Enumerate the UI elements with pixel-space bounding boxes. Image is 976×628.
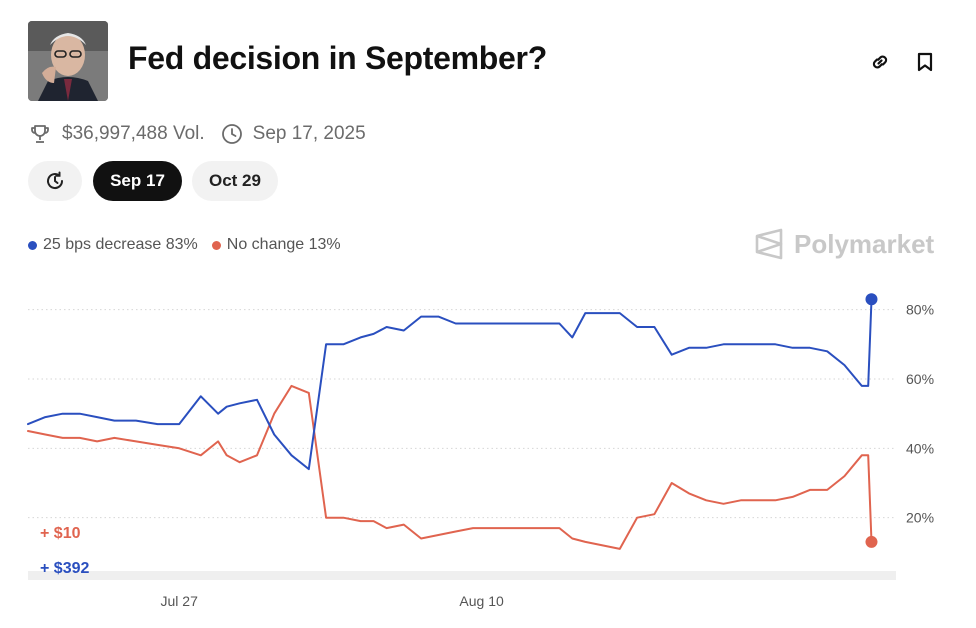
tab-oct-29[interactable]: Oct 29: [192, 161, 278, 201]
series-endpoint-decrease: [865, 293, 878, 306]
legend-item-decrease: 25 bps decrease 83%: [28, 236, 198, 254]
chart-baseline-band: [28, 571, 896, 580]
series-line-no-change: [27, 384, 873, 550]
polymarket-watermark: Polymarket: [754, 228, 934, 260]
y-tick-label: 20%: [906, 510, 934, 526]
history-button[interactable]: [28, 161, 82, 201]
clock-icon: [221, 123, 243, 145]
legend-label-decrease: 25 bps decrease 83%: [43, 236, 198, 253]
tab-sep-17[interactable]: Sep 17: [93, 161, 182, 201]
y-tick-label: 80%: [906, 302, 934, 318]
chart-series: [27, 293, 878, 550]
history-icon: [47, 171, 64, 190]
legend-label-no-change: No change 13%: [226, 236, 341, 253]
x-tick-label: Aug 10: [459, 593, 504, 609]
trophy-icon: [28, 122, 52, 146]
market-avatar: [28, 21, 108, 101]
x-axis-ticks: Jul 27 Aug 10: [161, 593, 504, 609]
y-tick-label: 60%: [906, 371, 934, 387]
brand-name: Polymarket: [794, 228, 935, 259]
bookmark-icon: [917, 52, 933, 72]
bet-label-blue: + $392: [40, 560, 89, 577]
x-tick-label: Jul 27: [161, 593, 199, 609]
chart-grid: [28, 309, 896, 519]
y-tick-label: 40%: [906, 440, 934, 456]
link-icon: [872, 55, 888, 69]
copy-link-button[interactable]: [866, 48, 894, 76]
legend-dot-red: [211, 240, 221, 250]
bookmark-button[interactable]: [911, 48, 939, 76]
market-title: Fed decision in September?: [128, 40, 547, 76]
portrait-image: [28, 21, 108, 101]
series-endpoint-no-change: [865, 535, 878, 548]
series-line-decrease: [27, 298, 873, 471]
legend-item-no-change: No change 13%: [211, 236, 341, 254]
y-axis-ticks: 20% 40% 60% 80%: [906, 302, 934, 526]
market-meta: $36,997,488 Vol. Sep 17, 2025: [28, 120, 366, 148]
polymarket-logo-icon: [755, 228, 783, 260]
chart-legend: 25 bps decrease 83% No change 13%: [28, 236, 355, 254]
volume-text: $36,997,488 Vol.: [62, 123, 205, 144]
bet-label-red: + $10: [40, 525, 81, 542]
end-date-text: Sep 17, 2025: [252, 123, 366, 144]
legend-dot-blue: [28, 240, 37, 250]
